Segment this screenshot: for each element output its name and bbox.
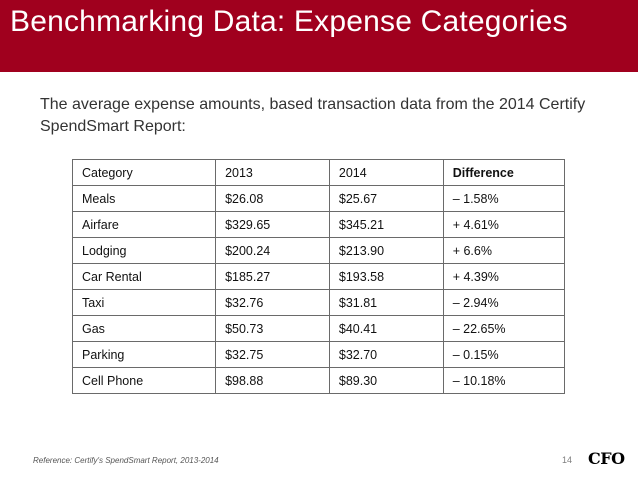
cell-2013: $185.27 (215, 263, 330, 290)
column-header-difference: Difference (442, 159, 566, 186)
cell-2014: $31.81 (328, 289, 444, 316)
table-row: Cell Phone $98.88 $89.30 – 10.18% (71, 367, 566, 394)
column-header-2013: 2013 (215, 159, 330, 186)
table-header-row: Category 2013 2014 Difference (71, 159, 566, 186)
cell-category: Meals (71, 185, 217, 212)
page-number: 14 (562, 455, 573, 465)
reference-footnote: Reference: Certify's SpendSmart Report, … (33, 456, 219, 465)
cell-difference: – 1.58% (442, 185, 566, 212)
cell-category: Gas (71, 315, 217, 342)
cell-2013: $98.88 (215, 367, 330, 394)
cell-difference: + 6.6% (442, 237, 566, 264)
expense-table: Category 2013 2014 Difference Meals $26.… (71, 159, 566, 394)
cell-category: Parking (71, 341, 217, 368)
table-body: Meals $26.08 $25.67 – 1.58% Airfare $329… (71, 185, 566, 394)
cell-2013: $329.65 (215, 211, 330, 238)
cell-2013: $32.75 (215, 341, 330, 368)
table-row: Car Rental $185.27 $193.58 + 4.39% (71, 263, 566, 290)
table-row: Taxi $32.76 $31.81 – 2.94% (71, 289, 566, 316)
cell-2013: $50.73 (215, 315, 330, 342)
table-row: Airfare $329.65 $345.21 + 4.61% (71, 211, 566, 238)
cell-category: Cell Phone (71, 367, 217, 394)
cell-2013: $32.76 (215, 289, 330, 316)
column-header-2014: 2014 (328, 159, 444, 186)
table-header: Category 2013 2014 Difference (71, 159, 566, 186)
table-row: Lodging $200.24 $213.90 + 6.6% (71, 237, 566, 264)
cell-category: Taxi (71, 289, 217, 316)
slide-subtitle: The average expense amounts, based trans… (40, 96, 586, 135)
cell-2014: $193.58 (328, 263, 444, 290)
cell-2014: $213.90 (328, 237, 444, 264)
cell-2014: $345.21 (328, 211, 444, 238)
slide-title: Benchmarking Data: Expense Categories (10, 5, 568, 38)
cell-difference: + 4.39% (442, 263, 566, 290)
column-header-category: Category (71, 159, 217, 186)
table-row: Meals $26.08 $25.67 – 1.58% (71, 185, 566, 212)
cell-difference: – 10.18% (442, 367, 566, 394)
title-bar: Benchmarking Data: Expense Categories (0, 0, 638, 72)
cell-category: Lodging (71, 237, 217, 264)
table-row: Parking $32.75 $32.70 – 0.15% (71, 341, 566, 368)
cell-2014: $25.67 (328, 185, 444, 212)
cell-difference: – 2.94% (442, 289, 566, 316)
cell-difference: – 0.15% (442, 341, 566, 368)
cell-2014: $40.41 (328, 315, 444, 342)
cell-2014: $89.30 (328, 367, 444, 394)
cell-2014: $32.70 (328, 341, 444, 368)
cell-2013: $26.08 (215, 185, 330, 212)
cfo-logo: CFO (588, 449, 625, 468)
table-row: Gas $50.73 $40.41 – 22.65% (71, 315, 566, 342)
cell-category: Car Rental (71, 263, 217, 290)
cell-difference: + 4.61% (442, 211, 566, 238)
cell-difference: – 22.65% (442, 315, 566, 342)
cell-category: Airfare (71, 211, 217, 238)
cell-2013: $200.24 (215, 237, 330, 264)
